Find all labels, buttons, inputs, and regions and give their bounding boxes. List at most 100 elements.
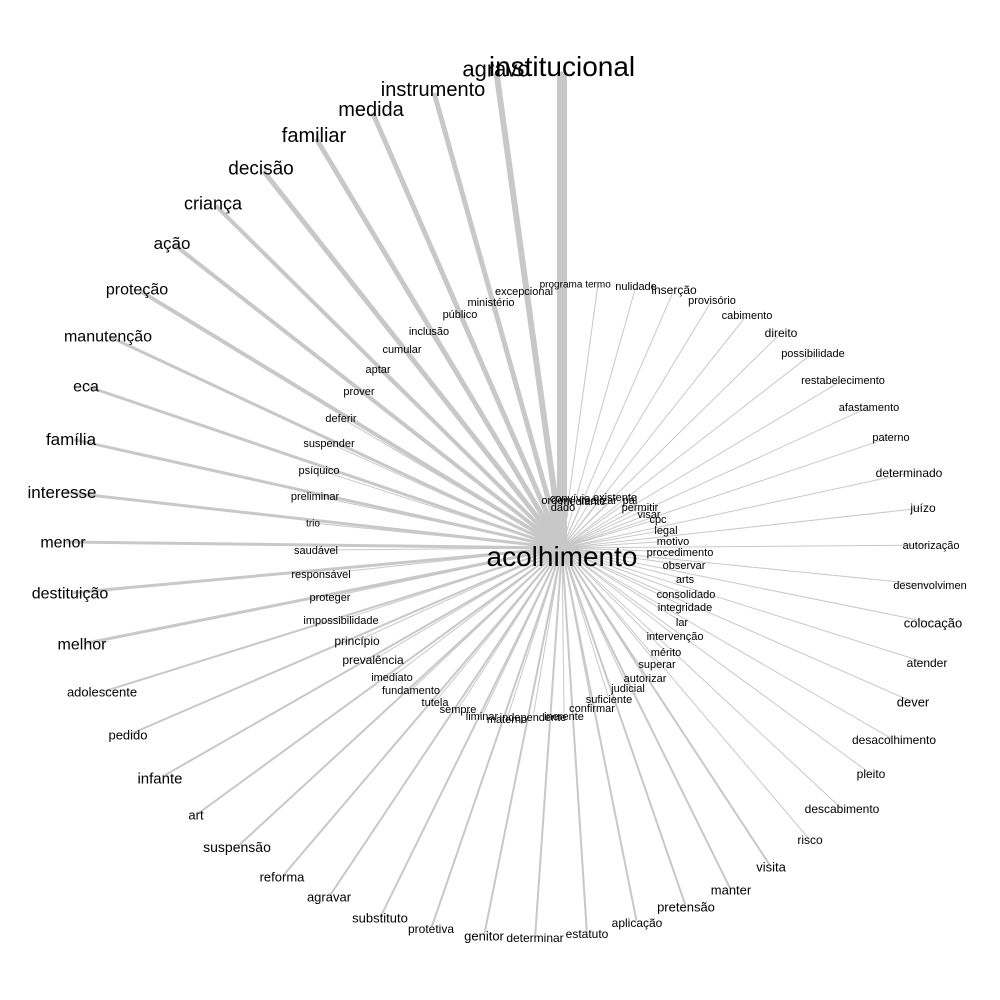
edge-art — [197, 547, 563, 815]
word-node-preliminar: preliminar — [291, 491, 340, 503]
edge-ordem — [556, 502, 563, 549]
word-node-determinado: determinado — [876, 466, 943, 480]
edge-cabimento — [561, 316, 746, 549]
edge-realizar — [561, 501, 599, 549]
word-node-saudável: saudável — [294, 545, 338, 557]
word-node-arts: arts — [676, 574, 695, 586]
center-node-label: acolhimento — [487, 541, 638, 572]
word-node-legal: legal — [654, 525, 677, 537]
edge-integridade — [561, 547, 684, 607]
edge-fundamento — [412, 547, 563, 689]
word-node-infante: infante — [137, 770, 182, 787]
edge-estatuto — [561, 547, 588, 932]
word-node-estatuto: estatuto — [566, 927, 609, 941]
word-node-manutenção: manutenção — [64, 329, 152, 346]
edge-programa — [560, 285, 563, 549]
word-node-genitor: genitor — [464, 929, 504, 944]
edge-suspender — [330, 443, 563, 549]
edge-interesse — [65, 490, 563, 550]
word-node-aplicação: aplicação — [612, 916, 663, 930]
edge-proteção — [138, 288, 564, 550]
word-node-trio: trio — [306, 519, 320, 530]
word-node-direito: direito — [765, 326, 798, 340]
word-node-pedido: pedido — [108, 728, 147, 743]
edge-suficiente — [561, 547, 609, 698]
edge-observar — [561, 547, 682, 566]
edge-melhor — [84, 546, 563, 645]
word-node-colocação: colocação — [904, 616, 963, 631]
word-node-termo: termo — [585, 280, 611, 291]
edge-existente — [561, 498, 614, 549]
edge-genitor — [483, 547, 563, 934]
word-node-pretensão: pretensão — [657, 900, 715, 915]
edge-judicial — [561, 547, 628, 687]
edge-manutenção — [110, 336, 563, 550]
word-node-intervenção: intervenção — [647, 631, 704, 643]
word-node-dever: dever — [897, 695, 930, 710]
word-node-agravar: agravar — [307, 890, 352, 905]
word-node-desenvolvimen: desenvolvimen — [893, 580, 966, 592]
word-node-mediante: mediante — [560, 496, 605, 508]
edge-termo — [561, 285, 599, 549]
word-node-princípio: princípio — [334, 634, 380, 648]
word-node-eca: eca — [73, 379, 99, 396]
word-node-proteger: proteger — [310, 592, 351, 604]
edge-possibilidade — [561, 353, 812, 549]
edge-criança — [214, 204, 564, 550]
word-node-art: art — [188, 808, 204, 823]
word-node-decisão: decisão — [228, 159, 294, 180]
word-node-ação: ação — [154, 234, 191, 253]
word-node-autorização: autorização — [903, 540, 960, 552]
word-node-cpc: cpc — [649, 514, 667, 526]
edge-materno — [507, 547, 563, 718]
edge-pleito — [561, 547, 870, 774]
word-node-provisório: provisório — [688, 295, 736, 307]
edges-layer — [65, 71, 931, 936]
word-node-independente: independente — [500, 712, 567, 724]
edge-proteger — [332, 547, 563, 597]
word-node-restabelecimento: restabelecimento — [801, 375, 885, 387]
edge-atender — [561, 547, 925, 663]
word-node-lar: lar — [676, 617, 689, 629]
word-node-visita: visita — [756, 860, 786, 875]
word-node-descabimento: descabimento — [805, 802, 880, 816]
word-node-motivo: motivo — [657, 536, 689, 548]
edge-familiar — [313, 137, 565, 550]
edge-substituto — [380, 547, 563, 917]
word-node-dado: dado — [551, 502, 575, 514]
word-node-desacolhimento: desacolhimento — [852, 733, 936, 747]
word-node-inerente: inerente — [544, 711, 584, 723]
edge-restabelecimento — [561, 380, 842, 549]
edge-visita — [561, 547, 771, 866]
word-node-adolescente: adolescente — [67, 685, 137, 700]
edge-prevalência — [374, 547, 563, 660]
word-node-interesse: interesse — [28, 483, 97, 502]
edge-paterno — [561, 437, 890, 549]
edge-sempre — [458, 547, 563, 708]
word-node-realizar: realizar — [581, 495, 617, 507]
word-node-suspender: suspender — [303, 438, 355, 450]
edge-psíquico — [320, 470, 563, 549]
edge-preliminar — [317, 496, 563, 549]
edge-trio — [314, 522, 563, 549]
edge-instrumento — [431, 92, 565, 549]
edge-responsável — [323, 547, 563, 575]
edge-mediante — [561, 502, 583, 549]
edge-imediato — [393, 547, 563, 677]
word-node-afastamento: afastamento — [839, 402, 900, 414]
word-node-risco: risco — [797, 833, 823, 847]
word-node-visar: visar — [637, 509, 661, 521]
edge-determinar — [534, 547, 563, 936]
word-node-observar: observar — [663, 560, 706, 572]
word-node-inserção: inserção — [651, 283, 697, 297]
edge-deferir — [342, 418, 563, 549]
edge-independente — [532, 547, 563, 715]
word-node-imediato: imediato — [371, 672, 413, 684]
edge-aptar — [379, 370, 563, 549]
word-node-paterno: paterno — [872, 432, 909, 444]
edge-procedimento — [561, 547, 678, 553]
edge-risco — [561, 547, 809, 839]
word-node-determinar: determinar — [506, 931, 563, 945]
word-node-autorizar: autorizar — [624, 673, 667, 685]
